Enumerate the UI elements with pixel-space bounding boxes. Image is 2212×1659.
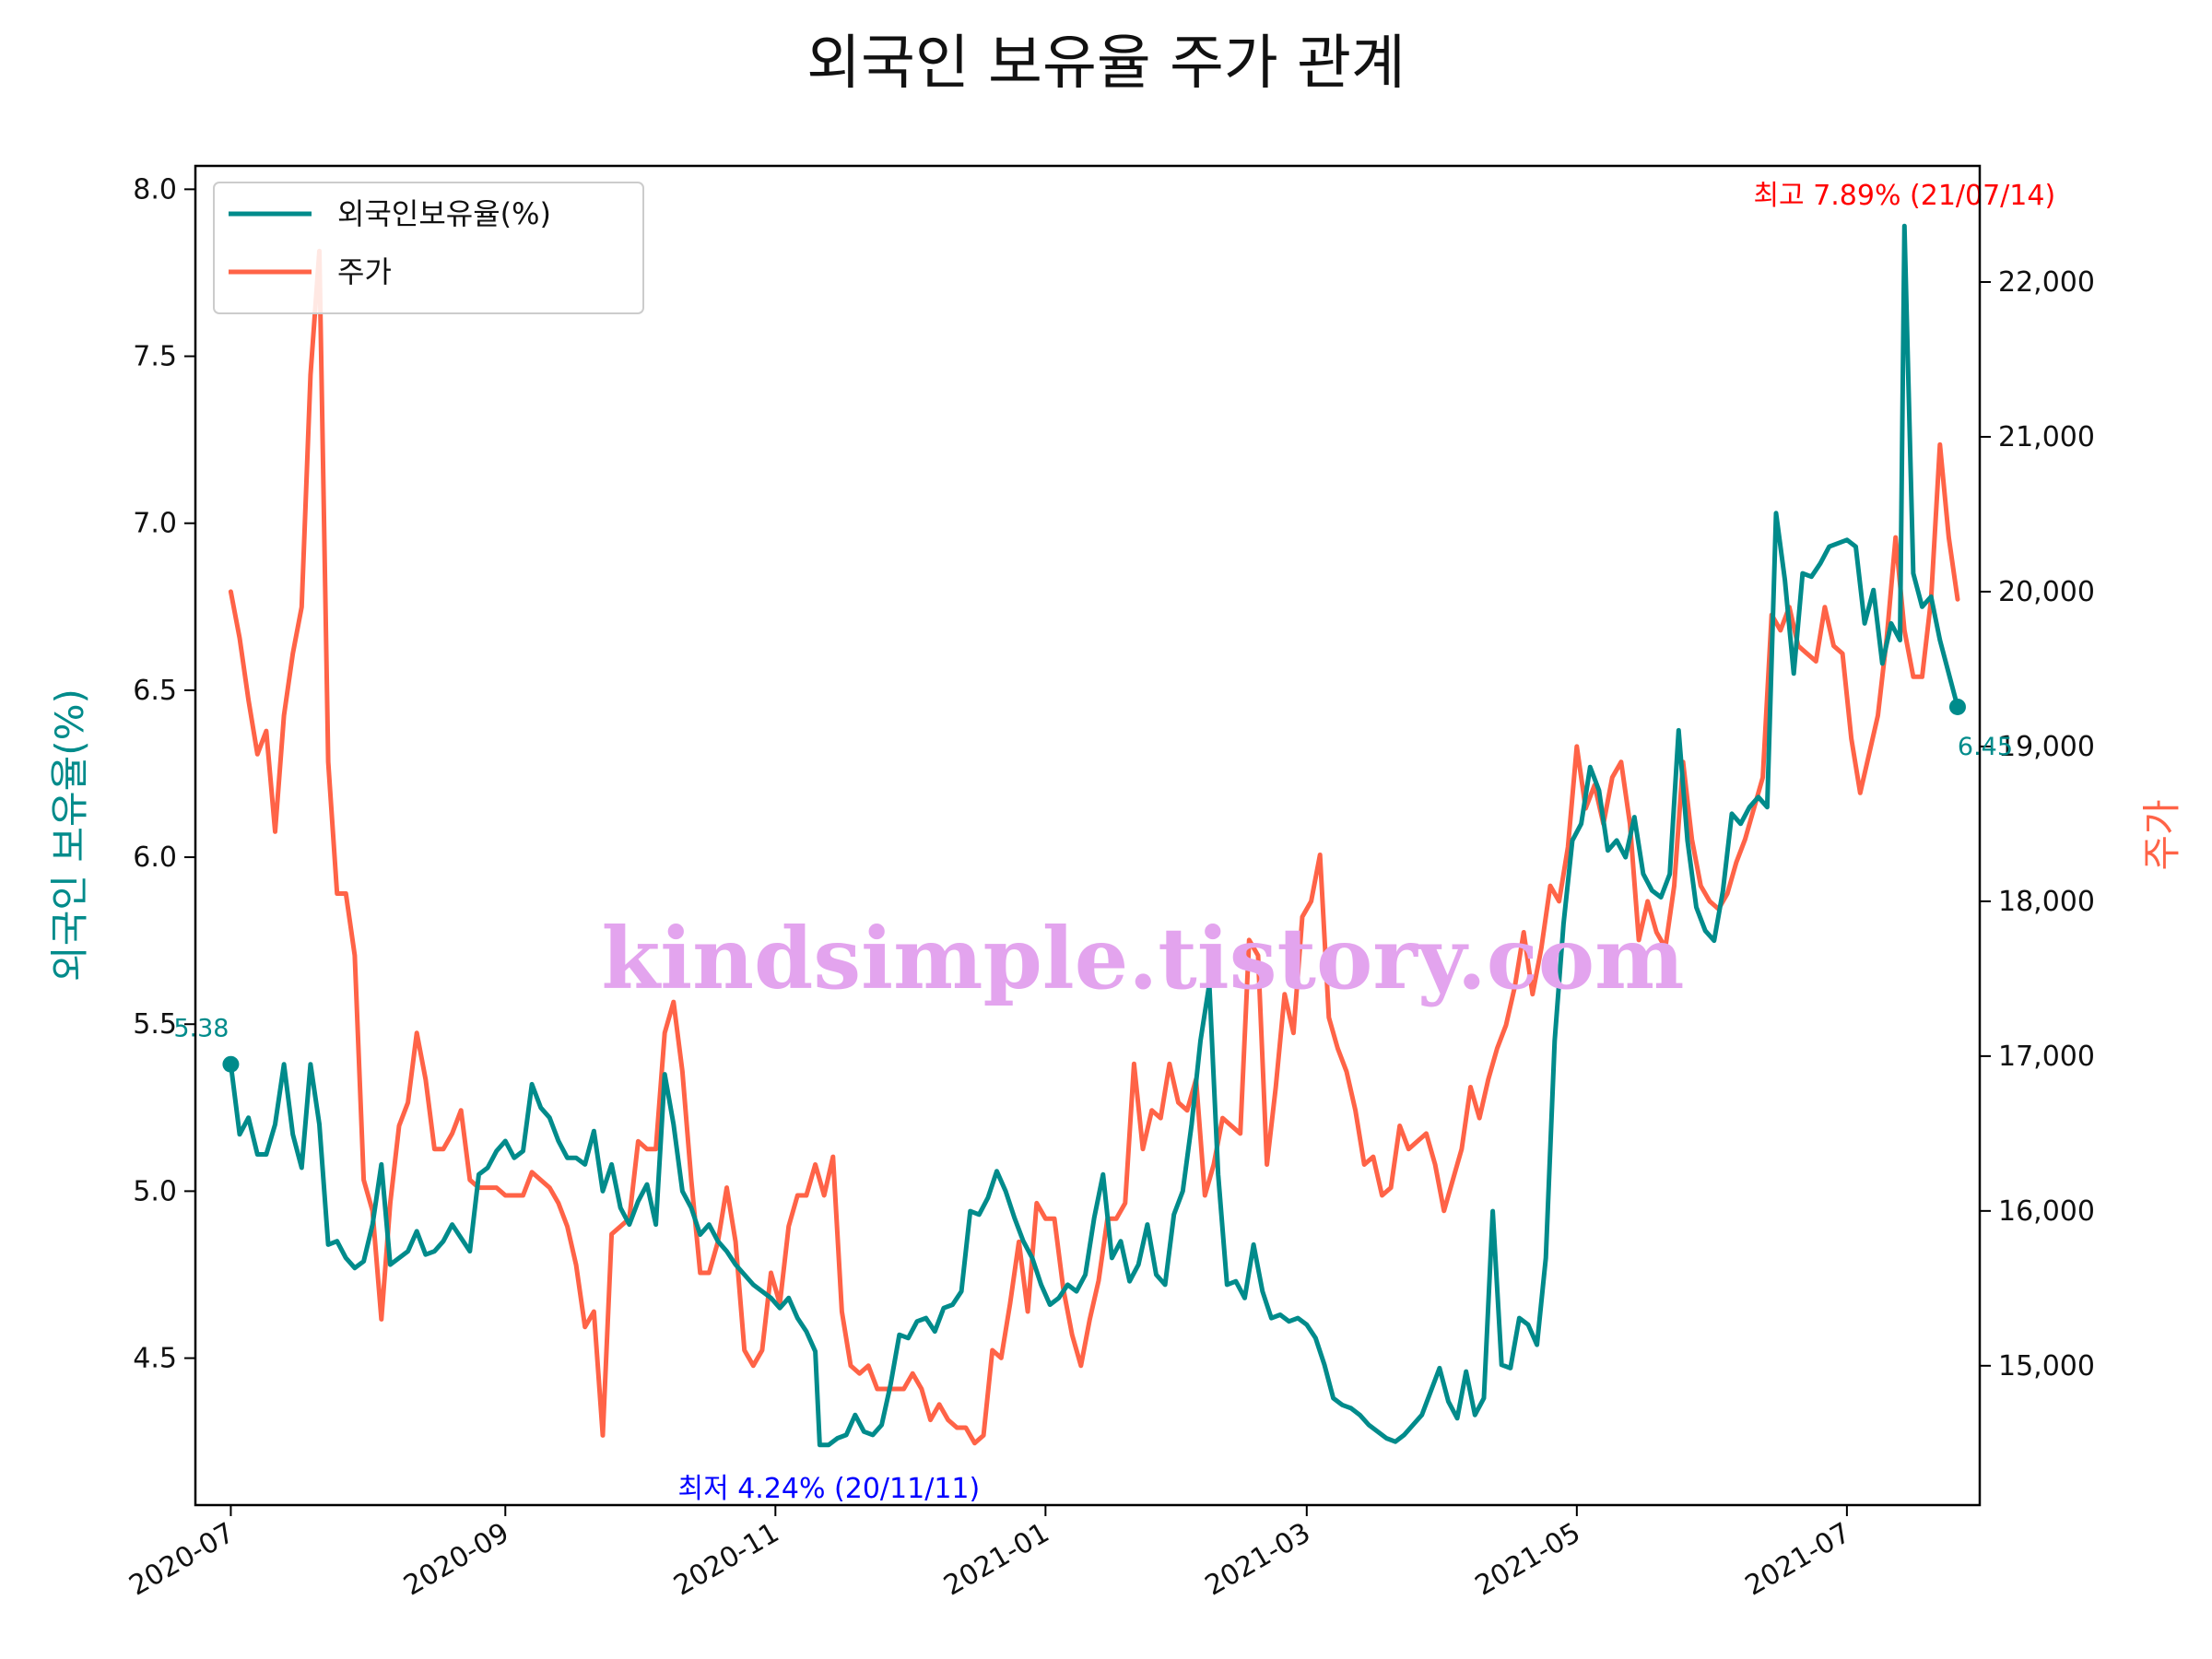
chart-title: 외국인 보유율 주가 관계 (806, 29, 1406, 98)
y-left-tick-label: 7.0 (133, 508, 177, 540)
y-left-tick-label: 6.5 (133, 675, 177, 707)
start-value-label: 5.38 (173, 1015, 229, 1043)
x-tick-label: 2021-03 (1200, 1517, 1316, 1603)
legend-label-price: 주가 (337, 254, 392, 289)
y-axis-left-label: 외국인 보유율(%) (47, 688, 92, 982)
y-left-tick-label: 6.0 (133, 841, 177, 874)
y-right-tick-label: 22,000 (1998, 266, 2095, 299)
legend-label-foreign-ratio: 외국인보유율(%) (337, 196, 551, 231)
y-right-tick-label: 16,000 (1998, 1195, 2095, 1228)
max-annotation: 최고 7.89% (21/07/14) (1753, 180, 2055, 212)
y-right-tick-label: 18,000 (1998, 886, 2095, 918)
annotations-layer: 5.38 6.45 최고 7.89% (21/07/14) 최저 4.24% (20/… (173, 180, 2055, 1505)
legend: 외국인보유율(%) 주가 (213, 182, 644, 314)
x-tick-label: 2021-07 (1740, 1517, 1856, 1603)
end-value-label: 6.45 (1958, 733, 2013, 761)
x-tick-label: 2021-05 (1470, 1517, 1586, 1603)
y-right-tick-label: 19,000 (1998, 731, 2095, 763)
y-left-tick-label: 7.5 (133, 341, 177, 373)
y-right-tick-label: 15,000 (1998, 1350, 2095, 1382)
series-line-price (228, 248, 1960, 1446)
plot-frame (194, 164, 1982, 1507)
x-tick-label: 2020-09 (398, 1517, 514, 1603)
series-layer (228, 223, 1960, 1448)
y-left-tick-label: 8.0 (133, 173, 177, 206)
end-point-marker (1948, 698, 1966, 715)
y-right-tick-label: 20,000 (1998, 576, 2095, 608)
y-left-tick-label: 4.5 (133, 1343, 177, 1375)
start-point-marker (222, 1055, 240, 1073)
y-axis-right-label: 주가 (2139, 799, 2184, 870)
x-tick-label: 2020-07 (124, 1517, 240, 1603)
y-right-tick-label: 17,000 (1998, 1041, 2095, 1073)
x-tick-label: 2020-11 (668, 1517, 784, 1603)
axes-layer: 2020-07 2020-09 2020-11 2021-01 2021-03 2021-… (124, 173, 2095, 1602)
y-left-tick-label: 5.5 (133, 1008, 177, 1041)
y-left-tick-label: 5.0 (133, 1175, 177, 1207)
min-annotation: 최저 4.24% (20/11/11) (677, 1473, 980, 1505)
series-line-foreign-ratio (228, 223, 1960, 1448)
legend-box (213, 182, 644, 314)
watermark: kindsimple.tistory.com (601, 909, 1684, 1008)
y-right-tick-label: 21,000 (1998, 421, 2095, 453)
x-tick-label: 2021-01 (938, 1517, 1054, 1603)
